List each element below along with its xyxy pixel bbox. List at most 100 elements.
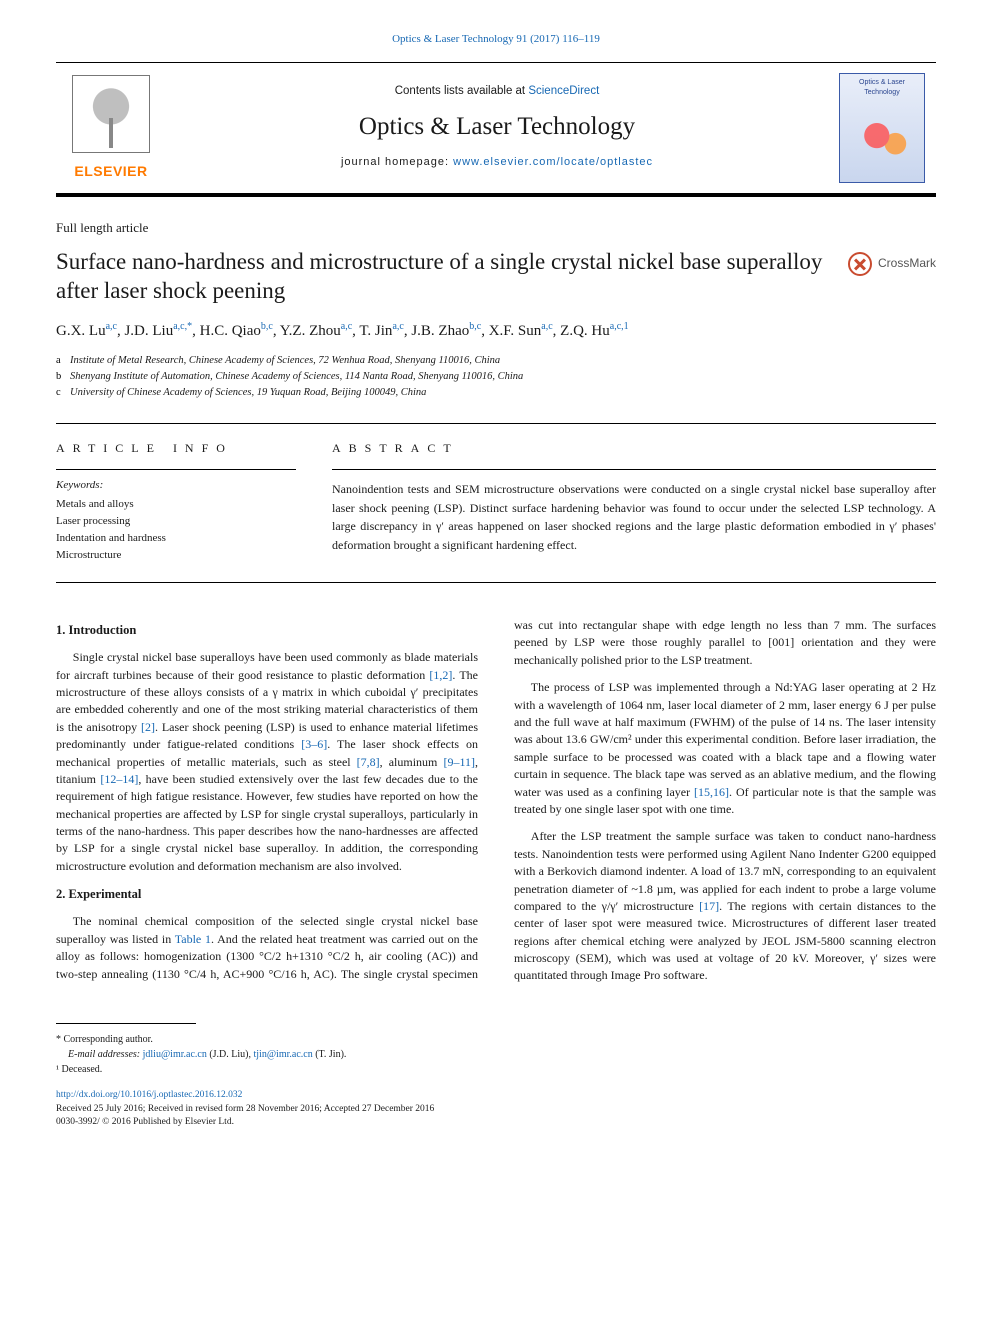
divider	[56, 469, 296, 470]
journal-homepage-line: journal homepage: www.elsevier.com/locat…	[174, 155, 820, 171]
author: Y.Z. Zhoua,c	[280, 323, 352, 339]
journal-name: Optics & Laser Technology	[174, 109, 820, 145]
crossmark-widget[interactable]: CrossMark	[848, 252, 936, 276]
author-name: J.B. Zhao	[411, 323, 469, 339]
author: H.C. Qiaob,c	[200, 323, 273, 339]
elsevier-tree-icon	[72, 75, 150, 153]
section-heading-intro: 1. Introduction	[56, 621, 478, 639]
citation-link[interactable]: [15,16]	[694, 785, 729, 799]
author-affil-sup: a,c	[541, 321, 552, 332]
masthead-center: Contents lists available at ScienceDirec…	[166, 63, 828, 193]
text-run: , aluminum	[380, 755, 444, 769]
email-who: (J.D. Liu),	[207, 1049, 254, 1060]
author-affil-sup: b,c	[469, 321, 481, 332]
journal-cover-thumb: Optics & Laser Technology	[839, 73, 925, 183]
author-affil-sup: a,c	[392, 321, 403, 332]
page-header-citation: Optics & Laser Technology 91 (2017) 116–…	[56, 32, 936, 48]
citation-link[interactable]: [1,2]	[429, 668, 452, 682]
keyword: Microstructure	[56, 547, 296, 564]
author: J.B. Zhaob,c	[411, 323, 481, 339]
author: J.D. Liua,c,*	[124, 323, 192, 339]
author: X.F. Suna,c	[489, 323, 553, 339]
sciencedirect-link[interactable]: ScienceDirect	[528, 85, 599, 97]
copyright-line: 0030-3992/ © 2016 Published by Elsevier …	[56, 1116, 936, 1130]
crossmark-label: CrossMark	[878, 255, 936, 272]
email-who: (T. Jin).	[313, 1049, 347, 1060]
emails-label: E-mail addresses:	[68, 1049, 140, 1060]
journal-cover-block: Optics & Laser Technology	[828, 63, 936, 193]
email-line: E-mail addresses: jdliu@imr.ac.cn (J.D. …	[56, 1047, 936, 1062]
affiliation-list: aInstitute of Metal Research, Chinese Ac…	[56, 353, 936, 400]
keyword: Metals and alloys	[56, 496, 296, 513]
section-heading-experimental: 2. Experimental	[56, 885, 478, 903]
author-list: G.X. Lua,c, J.D. Liua,c,*, H.C. Qiaob,c,…	[56, 319, 936, 343]
doi-link[interactable]: http://dx.doi.org/10.1016/j.optlastec.20…	[56, 1090, 242, 1100]
deceased-note: ¹ Deceased.	[56, 1062, 936, 1077]
citation-link[interactable]: [3–6]	[301, 737, 327, 751]
author-name: Z.Q. Hu	[560, 323, 610, 339]
paragraph: After the LSP treatment the sample surfa…	[514, 828, 936, 985]
citation-link[interactable]: Optics & Laser Technology 91 (2017) 116–…	[392, 33, 600, 45]
cover-caption: Optics & Laser Technology	[859, 79, 905, 96]
author-name: X.F. Sun	[489, 323, 542, 339]
affiliation: cUniversity of Chinese Academy of Scienc…	[56, 385, 936, 401]
keywords-list: Metals and alloys Laser processing Inden…	[56, 496, 296, 564]
keyword: Indentation and hardness	[56, 530, 296, 547]
author: T. Jina,c	[359, 323, 403, 339]
author-affil-sup: a,c,1	[610, 321, 629, 332]
publisher-logo-block: ELSEVIER	[56, 63, 166, 193]
author-name: G.X. Lu	[56, 323, 106, 339]
author-name: H.C. Qiao	[200, 323, 261, 339]
author-email-link[interactable]: jdliu@imr.ac.cn	[143, 1049, 207, 1060]
text-run: Single crystal nickel base superalloys h…	[56, 650, 478, 681]
article-history: Received 25 July 2016; Received in revis…	[56, 1103, 936, 1117]
citation-link[interactable]: [17]	[699, 899, 719, 913]
keyword: Laser processing	[56, 513, 296, 530]
affiliation-letter: a	[56, 353, 66, 369]
homepage-prefix: journal homepage:	[341, 156, 453, 168]
keywords-label: Keywords:	[56, 478, 296, 494]
author-name: T. Jin	[359, 323, 392, 339]
citation-link[interactable]: [9–11]	[443, 755, 475, 769]
footnotes: * Corresponding author. E-mail addresses…	[56, 1032, 936, 1077]
author-name: Y.Z. Zhou	[280, 323, 341, 339]
corresponding-author-note: * Corresponding author.	[56, 1032, 936, 1047]
affiliation: aInstitute of Metal Research, Chinese Ac…	[56, 353, 936, 369]
affiliation-letter: c	[56, 385, 66, 401]
author: Z.Q. Hua,c,1	[560, 323, 628, 339]
article-info-heading: ARTICLE INFO	[56, 440, 296, 457]
table-link[interactable]: Table 1	[175, 932, 211, 946]
abstract-column: ABSTRACT Nanoindention tests and SEM mic…	[332, 440, 936, 565]
citation-link[interactable]: [7,8]	[357, 755, 380, 769]
affiliation-text: Shenyang Institute of Automation, Chines…	[70, 369, 523, 385]
abstract-heading: ABSTRACT	[332, 440, 936, 457]
divider	[332, 469, 936, 470]
affiliation-letter: b	[56, 369, 66, 385]
affiliation-text: Institute of Metal Research, Chinese Aca…	[70, 353, 500, 369]
footnote-separator	[56, 1023, 196, 1024]
elsevier-wordmark: ELSEVIER	[74, 161, 147, 181]
author-email-link[interactable]: tjin@imr.ac.cn	[254, 1049, 313, 1060]
article-title: Surface nano-hardness and microstructure…	[56, 248, 830, 306]
citation-link[interactable]: [12–14]	[100, 772, 138, 786]
paragraph: The process of LSP was implemented throu…	[514, 679, 936, 818]
citation-link[interactable]: [2]	[141, 720, 155, 734]
article-info-column: ARTICLE INFO Keywords: Metals and alloys…	[56, 440, 296, 565]
journal-homepage-link[interactable]: www.elsevier.com/locate/optlastec	[453, 156, 653, 168]
paragraph: Single crystal nickel base superalloys h…	[56, 649, 478, 875]
author: G.X. Lua,c	[56, 323, 117, 339]
crossmark-icon	[848, 252, 872, 276]
affiliation-text: University of Chinese Academy of Science…	[70, 385, 426, 401]
contents-prefix: Contents lists available at	[395, 85, 529, 97]
author-affil-sup: a,c	[106, 321, 117, 332]
article-type: Full length article	[56, 219, 936, 238]
text-run: , have been studied extensively over the…	[56, 772, 478, 873]
abstract-text: Nanoindention tests and SEM microstructu…	[332, 480, 936, 554]
contents-available-line: Contents lists available at ScienceDirec…	[174, 83, 820, 100]
info-abstract-block: ARTICLE INFO Keywords: Metals and alloys…	[56, 423, 936, 584]
author-affil-sup: a,c,*	[173, 321, 192, 332]
text-run: The process of LSP was implemented throu…	[514, 680, 936, 798]
article-body: 1. Introduction Single crystal nickel ba…	[56, 617, 936, 989]
author-affil-sup: b,c	[261, 321, 273, 332]
author-name: J.D. Liu	[124, 323, 173, 339]
